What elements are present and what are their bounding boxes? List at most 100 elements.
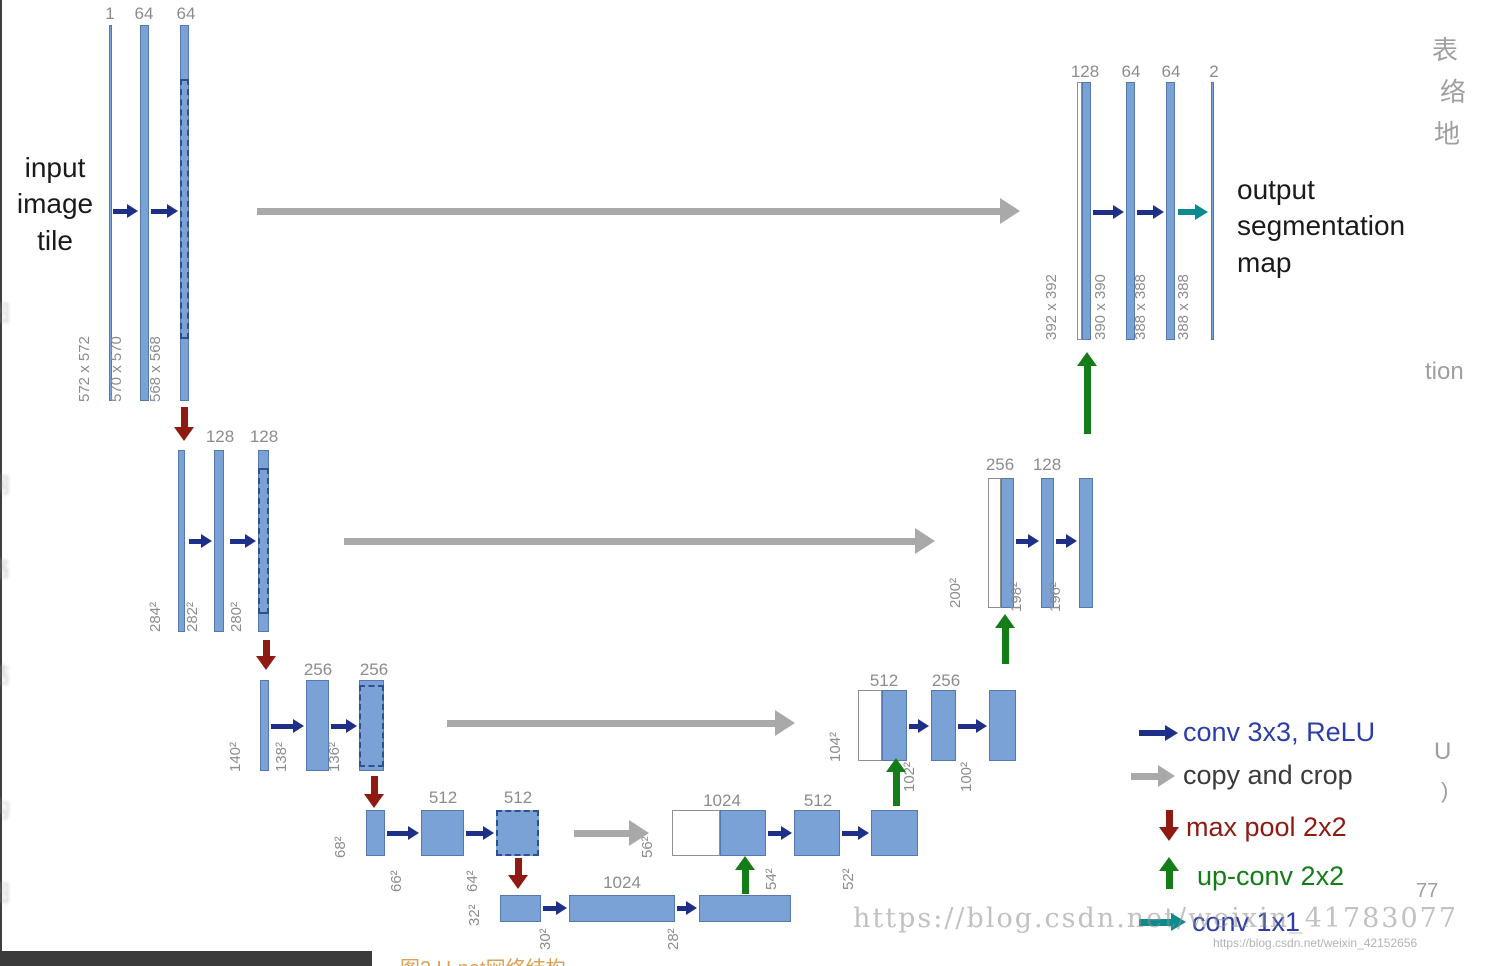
arrow-head <box>1113 204 1124 219</box>
size-label: 196² <box>1047 581 1064 612</box>
arrow-head <box>1066 533 1077 548</box>
arrow-shaft <box>892 771 900 806</box>
watermark-large: https://blog.csdn.net/weixin_41783077 <box>853 903 1459 934</box>
channels-label: 1024 <box>603 873 641 892</box>
arrow-shaft <box>1001 627 1009 664</box>
arrow-shaft <box>1139 730 1165 736</box>
feature-map-388 <box>1166 82 1175 340</box>
feature-map-52 <box>871 810 918 856</box>
feature-map-392 <box>1082 82 1091 340</box>
size-label: 198² <box>1008 581 1025 612</box>
arrow-head <box>1158 765 1175 787</box>
feature-map-280 <box>258 450 269 632</box>
arrow-head <box>1077 352 1097 366</box>
arrow-head <box>1028 533 1039 548</box>
size-label: 280² <box>228 601 245 632</box>
feature-map-102 <box>931 690 956 761</box>
size-label: 54² <box>763 868 780 890</box>
input-image-tile-label-line: tile <box>37 224 73 256</box>
channels-label: 256 <box>359 660 389 679</box>
arrow-shaft <box>677 905 686 911</box>
arrow-shaft <box>447 719 775 727</box>
channels-label: 64 <box>1121 62 1141 81</box>
channels-label: 64 <box>134 4 154 23</box>
size-label: 200² <box>947 577 964 608</box>
channels-label: 512 <box>869 671 899 690</box>
input-image-tile-label-line: image <box>16 188 94 220</box>
channels-label: 128 <box>1032 455 1062 474</box>
edge-text-fragment: 构 <box>0 792 10 824</box>
size-label: 284² <box>147 601 164 632</box>
size-label: 136² <box>326 741 343 772</box>
arrow-head <box>858 825 869 840</box>
arrow-head <box>508 875 528 889</box>
arrow-head <box>127 203 138 218</box>
arrow-head <box>483 825 494 840</box>
arrow-shaft <box>741 869 749 894</box>
edge-text-fragment: 表 <box>1432 35 1459 65</box>
channels-label: 64 <box>1161 62 1181 81</box>
arrow-shaft <box>1165 810 1173 827</box>
output-segmentation-map-label-line: output <box>1237 174 1315 205</box>
input-image-tile-label: input image tile <box>5 150 105 259</box>
size-label: 140² <box>227 741 244 772</box>
feature-map-138 <box>306 680 329 771</box>
arrow-shaft <box>1016 538 1028 544</box>
feature-map-568 <box>180 25 189 401</box>
crop-region-outline <box>258 468 269 614</box>
arrow-shaft <box>958 723 976 729</box>
legend-copy-crop-label: copy and crop <box>1183 760 1353 790</box>
arrow-head <box>1165 724 1178 741</box>
arrow-shaft <box>151 208 167 214</box>
bottom-left-dark-bar <box>0 951 372 966</box>
edge-text-fragment: 77 <box>1416 880 1439 902</box>
arrow-head <box>1159 827 1179 841</box>
feature-map-284 <box>178 450 185 632</box>
channels-label: 128 <box>205 427 235 446</box>
edge-text-fragment: 结 <box>0 658 10 690</box>
input-image-tile-label-line: input <box>24 152 86 183</box>
feature-map-200 <box>1001 478 1014 608</box>
copied-map-104 <box>858 690 882 761</box>
channels-label: 128 <box>1070 62 1100 81</box>
left-edge-line <box>0 0 2 966</box>
arrow-head <box>915 528 935 554</box>
arrow-shaft <box>1178 209 1195 215</box>
size-label: 572 x 572 <box>76 336 93 402</box>
feature-map-30 <box>569 895 675 922</box>
edge-text-fragment: 络 <box>1440 77 1467 107</box>
copied-map-200 <box>988 478 1001 608</box>
watermark-small: https://blog.csdn.net/weixin_42152656 <box>1213 936 1418 950</box>
output-segmentation-map-label-line: map <box>1237 246 1292 278</box>
edge-text-fragment: 图 <box>0 876 10 908</box>
feature-map-28 <box>699 895 791 922</box>
arrow-shaft <box>514 858 522 875</box>
size-label: 100² <box>958 761 975 792</box>
arrow-head <box>629 820 649 846</box>
arrow-head <box>918 718 929 733</box>
edge-text-fragment: tion <box>1425 358 1464 385</box>
size-label: 28² <box>665 928 682 950</box>
feature-map-64 <box>496 810 539 856</box>
legend-maxpool-label: max pool 2x2 <box>1186 812 1347 842</box>
feature-map-100 <box>989 690 1016 761</box>
arrow-shaft <box>1056 538 1066 544</box>
arrow-shaft <box>574 829 629 837</box>
channels-label: 1 <box>105 4 115 23</box>
size-label: 390 x 390 <box>1092 274 1109 340</box>
feature-map-136 <box>359 680 384 771</box>
edge-text-fragment: U <box>1434 738 1452 765</box>
legend-upconv-label: up-conv 2x2 <box>1197 861 1345 891</box>
arrow-shaft <box>909 723 918 729</box>
channels-label: 512 <box>803 791 833 810</box>
arrow-head <box>1195 203 1208 220</box>
figure-caption: 图2 U-net网络结构 <box>400 952 566 966</box>
feature-map-54 <box>794 810 840 856</box>
arrow-head <box>735 856 755 870</box>
output-map-388 <box>1211 82 1214 340</box>
arrow-shaft <box>257 207 1000 215</box>
size-label: 388 x 388 <box>1175 274 1192 340</box>
edge-text-fragment: 图 <box>0 296 10 328</box>
arrow-shaft <box>768 830 781 836</box>
arrow-head <box>976 718 987 733</box>
